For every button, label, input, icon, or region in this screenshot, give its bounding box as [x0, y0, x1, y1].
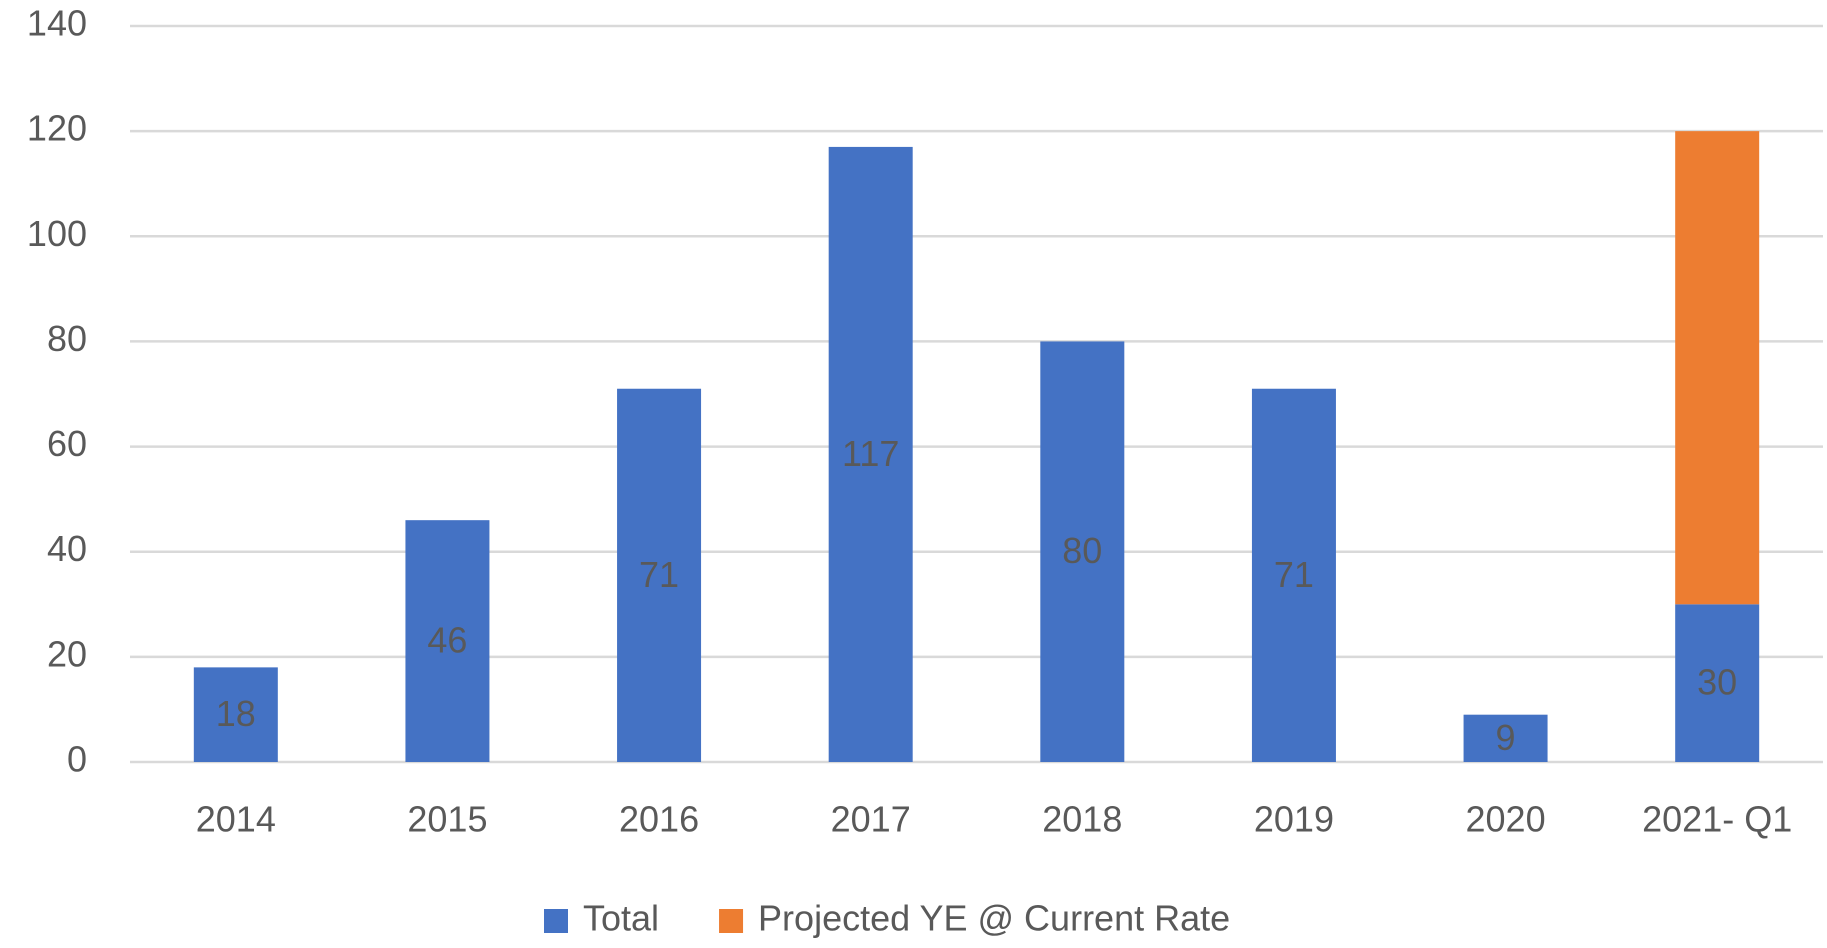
data-label: 80 [1062, 530, 1102, 571]
y-tick-label: 60 [47, 423, 87, 464]
x-tick-label: 2014 [196, 799, 276, 840]
data-label: 71 [639, 554, 679, 595]
y-tick-label: 40 [47, 528, 87, 569]
legend-label: Total [583, 898, 659, 939]
x-tick-label: 2017 [831, 799, 911, 840]
bar-segment [1040, 341, 1125, 762]
x-tick-label: 2021- Q1 [1642, 799, 1792, 840]
bar-segment [1675, 131, 1760, 605]
legend-swatch [544, 909, 568, 933]
bar-segment [405, 520, 490, 762]
y-tick-label: 20 [47, 633, 87, 674]
legend-swatch [719, 909, 744, 933]
y-tick-label: 140 [27, 3, 87, 44]
bar-segment [193, 667, 278, 762]
data-label: 117 [842, 433, 899, 474]
bar-segment [828, 146, 913, 762]
data-label: 30 [1697, 662, 1737, 703]
x-tick-label: 2016 [619, 799, 699, 840]
data-label: 9 [1496, 717, 1516, 758]
x-tick-label: 2020 [1466, 799, 1546, 840]
data-label: 18 [216, 693, 256, 734]
legend-label: Projected YE @ Current Rate [758, 898, 1230, 939]
x-tick-label: 2018 [1042, 799, 1122, 840]
bar-segment [1463, 714, 1548, 762]
x-tick-label: 2019 [1254, 799, 1334, 840]
bar-segment [1251, 388, 1336, 762]
y-tick-label: 0 [67, 739, 87, 780]
y-tick-label: 80 [47, 318, 87, 359]
data-label: 71 [1274, 554, 1314, 595]
bar-segment [1675, 604, 1760, 762]
y-tick-label: 100 [27, 213, 87, 254]
x-tick-label: 2015 [407, 799, 487, 840]
data-label: 46 [427, 620, 467, 661]
y-tick-label: 120 [27, 108, 87, 149]
bar-segment [617, 388, 702, 762]
